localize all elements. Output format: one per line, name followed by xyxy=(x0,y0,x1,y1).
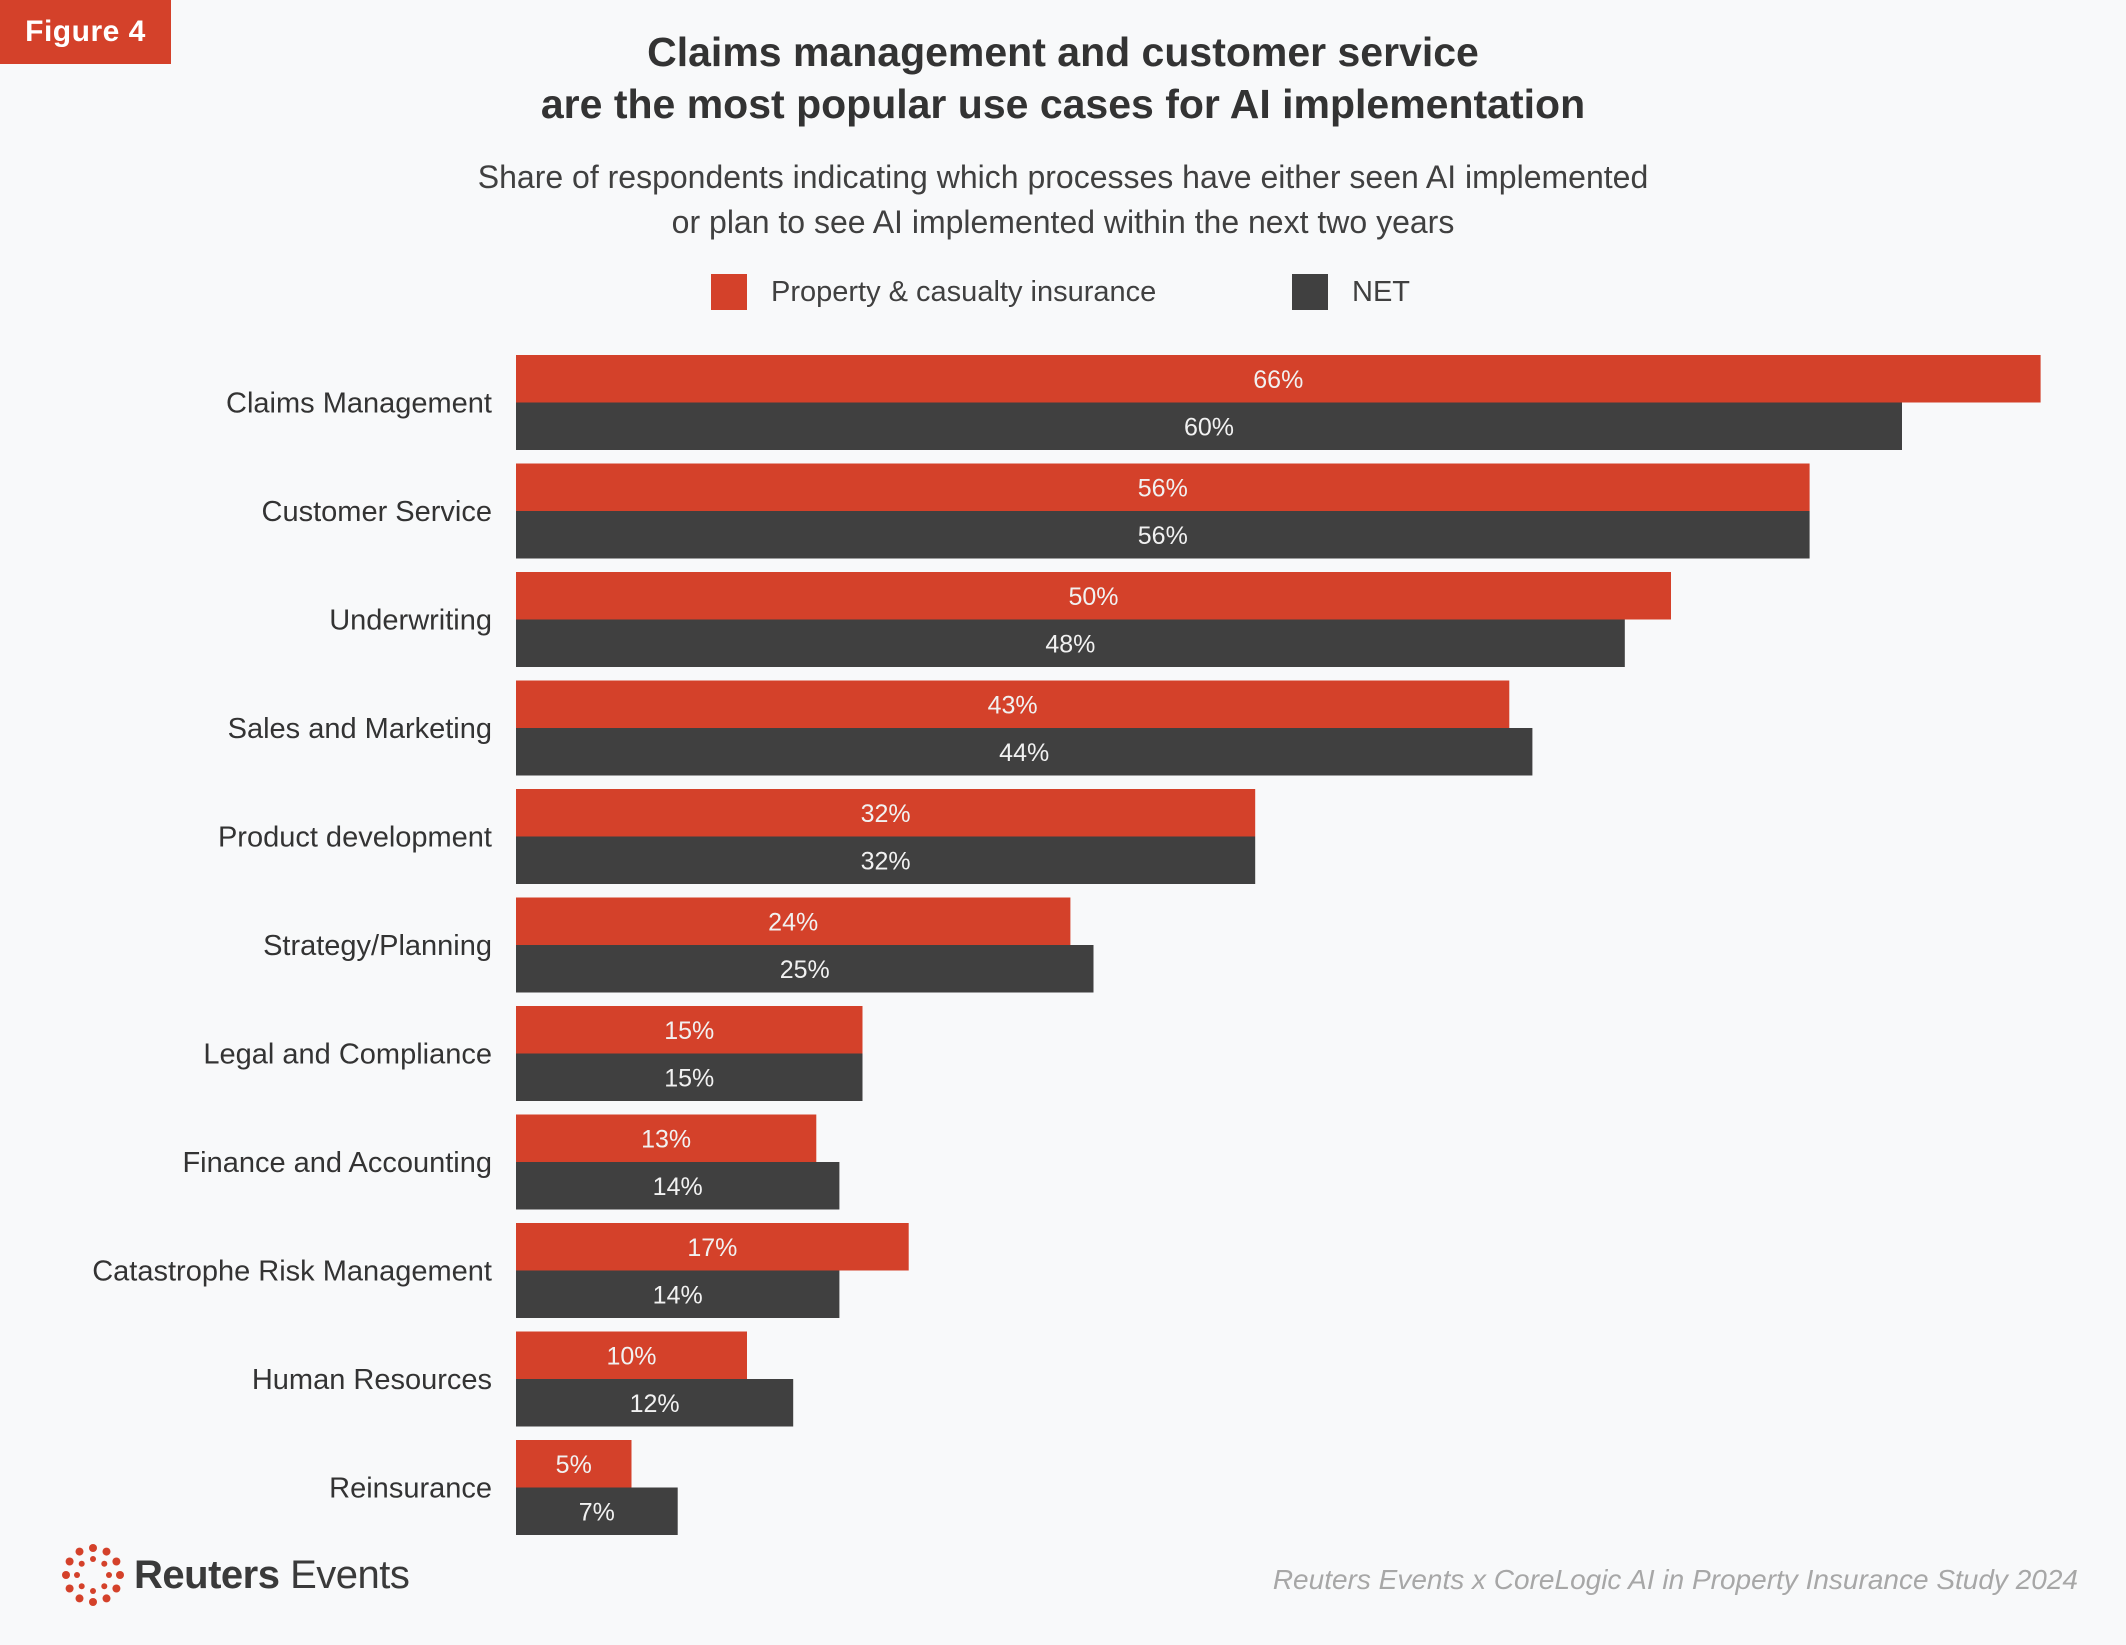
category-label-catastrophe-risk-management: Catastrophe Risk Management xyxy=(92,1256,492,1288)
bar-net-reinsurance xyxy=(516,1487,678,1535)
bar-pc-product-development xyxy=(516,789,1256,837)
data-label-net-customer-service: 56% xyxy=(1138,522,1188,550)
chart-title: Claims management and customer service a… xyxy=(0,26,2126,130)
data-label-net-strategy-planning: 25% xyxy=(780,956,830,984)
data-label-net-catastrophe-risk-management: 14% xyxy=(653,1281,703,1309)
chart-subtitle: Share of respondents indicating which pr… xyxy=(0,155,2126,245)
category-label-reinsurance: Reinsurance xyxy=(329,1473,492,1505)
bar-pc-underwriting xyxy=(516,572,1671,620)
category-label-strategy-planning: Strategy/Planning xyxy=(263,930,492,962)
source-note: Reuters Events x CoreLogic AI in Propert… xyxy=(1272,1564,2078,1595)
bar-net-customer-service xyxy=(516,511,1810,559)
bar-pc-catastrophe-risk-management xyxy=(516,1223,909,1271)
category-label-product-development: Product development xyxy=(218,822,492,854)
reuters-dots-icon xyxy=(62,1544,124,1606)
bar-pc-human-resources xyxy=(516,1331,747,1379)
legend-item-pc: Property & casualty insurance xyxy=(711,274,1156,310)
category-label-claims-management: Claims Management xyxy=(226,388,492,420)
category-label-underwriting: Underwriting xyxy=(329,605,492,637)
legend-label-pc: Property & casualty insurance xyxy=(771,275,1157,308)
bar-pc-claims-management xyxy=(516,355,2041,403)
chart-title-line-2: are the most popular use cases for AI im… xyxy=(540,81,1586,127)
data-label-net-reinsurance: 7% xyxy=(579,1498,615,1526)
category-label-customer-service: Customer Service xyxy=(262,496,492,528)
bar-pc-legal-and-compliance xyxy=(516,1006,863,1054)
bar-pc-sales-and-marketing xyxy=(516,680,1510,728)
bar-net-underwriting xyxy=(516,619,1625,667)
figure-badge: Figure 4 xyxy=(0,0,171,64)
bar-pc-finance-and-accounting xyxy=(516,1114,817,1162)
legend-swatch-pc xyxy=(711,274,747,310)
data-label-pc-underwriting: 50% xyxy=(1068,583,1118,611)
data-label-pc-catastrophe-risk-management: 17% xyxy=(687,1234,737,1262)
data-label-net-sales-and-marketing: 44% xyxy=(999,739,1049,767)
data-label-pc-legal-and-compliance: 15% xyxy=(664,1017,714,1045)
bar-pc-strategy-planning xyxy=(516,897,1071,945)
brand-logo: Reuters Events xyxy=(62,1540,410,1610)
data-label-pc-strategy-planning: 24% xyxy=(768,908,818,936)
legend-item-net: NET xyxy=(1292,274,1410,310)
data-label-pc-finance-and-accounting: 13% xyxy=(641,1125,691,1153)
chart-subtitle-line-1: Share of respondents indicating which pr… xyxy=(477,159,1649,195)
chart-title-line-1: Claims management and customer service xyxy=(647,29,1479,75)
brand-name-regular: Events xyxy=(279,1552,410,1597)
bar-net-legal-and-compliance xyxy=(516,1053,863,1101)
data-label-pc-product-development: 32% xyxy=(861,800,911,828)
chart-subtitle-line-2: or plan to see AI implemented within the… xyxy=(671,204,1455,240)
category-label-sales-and-marketing: Sales and Marketing xyxy=(228,713,492,745)
data-label-net-human-resources: 12% xyxy=(630,1390,680,1418)
brand-name-bold: Reuters xyxy=(134,1552,280,1597)
category-label-human-resources: Human Resources xyxy=(252,1364,492,1396)
data-label-pc-human-resources: 10% xyxy=(606,1342,656,1370)
legend-swatch-net xyxy=(1292,274,1328,310)
data-label-pc-sales-and-marketing: 43% xyxy=(988,691,1038,719)
data-label-pc-customer-service: 56% xyxy=(1138,474,1188,502)
bar-net-claims-management xyxy=(516,402,1902,450)
category-label-finance-and-accounting: Finance and Accounting xyxy=(182,1147,492,1179)
bar-net-strategy-planning xyxy=(516,945,1094,993)
bar-net-sales-and-marketing xyxy=(516,728,1533,776)
legend-label-net: NET xyxy=(1352,275,1410,308)
data-label-net-product-development: 32% xyxy=(861,847,911,875)
data-label-net-legal-and-compliance: 15% xyxy=(664,1064,714,1092)
brand-name: Reuters Events xyxy=(134,1552,410,1598)
bar-net-finance-and-accounting xyxy=(516,1162,840,1210)
bar-net-human-resources xyxy=(516,1379,794,1427)
bar-net-catastrophe-risk-management xyxy=(516,1270,840,1318)
data-label-net-underwriting: 48% xyxy=(1045,630,1095,658)
data-label-pc-reinsurance: 5% xyxy=(556,1451,592,1479)
category-label-legal-and-compliance: Legal and Compliance xyxy=(203,1039,492,1071)
data-label-net-claims-management: 60% xyxy=(1184,413,1234,441)
bar-pc-customer-service xyxy=(516,463,1810,511)
bar-net-product-development xyxy=(516,836,1256,884)
data-label-net-finance-and-accounting: 14% xyxy=(653,1173,703,1201)
data-label-pc-claims-management: 66% xyxy=(1253,366,1303,394)
bar-pc-reinsurance xyxy=(516,1440,632,1488)
